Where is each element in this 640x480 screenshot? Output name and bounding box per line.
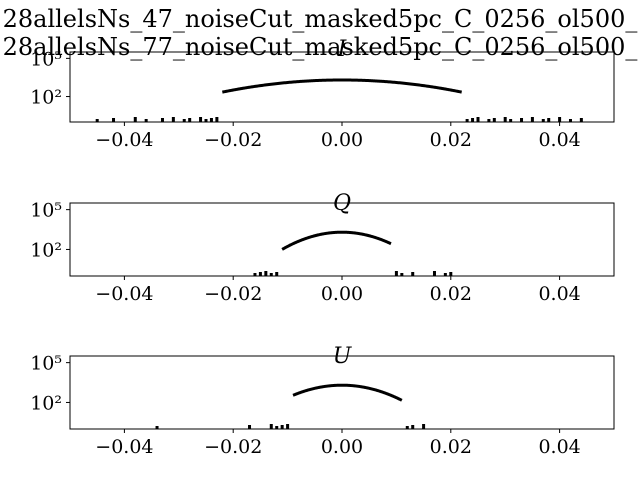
- histogram-outlier-bar: [443, 273, 447, 276]
- x-tick-label: 0.04: [538, 283, 580, 305]
- x-tick-label: 0.02: [430, 283, 472, 305]
- x-tick-label: 0.04: [538, 436, 580, 458]
- histogram-outlier-bar: [188, 118, 192, 122]
- y-tick-label: 10²: [30, 87, 62, 109]
- figure-title-line-2: 28allelsNs_77_noiseCut_masked5pc_C_0256_…: [3, 33, 638, 61]
- histogram-outlier-bar: [258, 272, 262, 276]
- histogram-outlier-bar: [269, 424, 273, 429]
- y-tick-label: 10²: [30, 239, 62, 261]
- histogram-outlier-bar: [248, 425, 252, 429]
- histogram-outlier-bar: [422, 424, 426, 429]
- histogram-outlier-bar: [253, 273, 257, 276]
- histogram-panel-i: I −0.04 −0.02 0.00 0.02 0.04 10² 10⁵: [30, 37, 615, 151]
- x-tick-label: −0.04: [95, 436, 153, 458]
- histogram-outlier-bar: [411, 272, 415, 276]
- histogram-outlier-bar: [199, 117, 203, 122]
- histogram-outlier-bar: [449, 272, 453, 276]
- x-tick-label: 0.02: [430, 436, 472, 458]
- histogram-outlier-bar: [204, 119, 208, 122]
- histogram-outlier-bar: [209, 118, 213, 122]
- x-tick-label: −0.04: [95, 129, 153, 151]
- histogram-outlier-bar: [509, 119, 513, 122]
- histogram-outlier-bar: [264, 271, 268, 276]
- histogram-outlier-bar: [182, 119, 186, 122]
- x-tick-label: 0.02: [430, 129, 472, 151]
- histogram-outlier-bar: [547, 118, 551, 122]
- histogram-outlier-bar: [160, 118, 164, 122]
- histogram-outlier-bar: [411, 425, 415, 429]
- x-tick-label: −0.02: [204, 436, 262, 458]
- histogram-outlier-bar: [405, 426, 409, 429]
- x-tick-label: 0.00: [321, 436, 363, 458]
- histogram-core-curve: [281, 230, 392, 251]
- histogram-outlier-bar: [133, 117, 137, 122]
- histogram-core-curve: [222, 78, 462, 94]
- histogram-outlier-bar: [280, 425, 284, 429]
- histogram-outlier-bar: [269, 273, 273, 276]
- histogram-outlier-bar: [275, 426, 279, 429]
- histogram-outlier-bar: [558, 117, 562, 122]
- y-tick-label: 10⁵: [30, 200, 62, 222]
- histogram-outlier-bar: [487, 119, 491, 122]
- histogram-outlier-bar: [286, 424, 290, 429]
- histogram-outlier-bar: [579, 118, 583, 122]
- histogram-outlier-bar: [471, 118, 475, 122]
- histogram-outlier-bar: [394, 271, 398, 276]
- histogram-outlier-bar: [568, 119, 572, 122]
- histogram-outlier-bar: [400, 273, 404, 276]
- histogram-outlier-bar: [530, 117, 534, 122]
- histogram-outlier-bar: [476, 117, 480, 122]
- x-tick-label: −0.02: [204, 283, 262, 305]
- histogram-outlier-bar: [171, 117, 175, 122]
- histogram-outlier-bar: [112, 118, 116, 122]
- x-tick-label: 0.04: [538, 129, 580, 151]
- x-tick-label: −0.02: [204, 129, 262, 151]
- y-tick-label: 10²: [30, 392, 62, 414]
- histogram-outlier-bar: [492, 118, 496, 122]
- panel-title: I: [337, 37, 348, 62]
- histogram-outlier-bar: [520, 118, 524, 122]
- histogram-outlier-bar: [503, 117, 507, 122]
- x-tick-label: 0.00: [321, 283, 363, 305]
- histogram-outlier-bar: [144, 119, 148, 122]
- histogram-outlier-bar: [465, 119, 469, 122]
- histogram-outlier-bar: [541, 119, 545, 122]
- figure-title-line-1: 28allelsNs_47_noiseCut_masked5pc_C_0256_…: [3, 5, 638, 33]
- histogram-core-curve: [292, 383, 403, 402]
- x-tick-label: −0.04: [95, 283, 153, 305]
- histogram-outlier-bar: [275, 272, 279, 276]
- y-tick-label: 10⁵: [30, 48, 62, 70]
- histogram-outlier-bar: [215, 117, 219, 122]
- histogram-outlier-bar: [95, 119, 99, 122]
- histogram-outlier-bar: [432, 271, 436, 276]
- x-tick-label: 0.00: [321, 129, 363, 151]
- y-tick-label: 10⁵: [30, 353, 62, 375]
- histogram-outlier-bar: [155, 426, 159, 429]
